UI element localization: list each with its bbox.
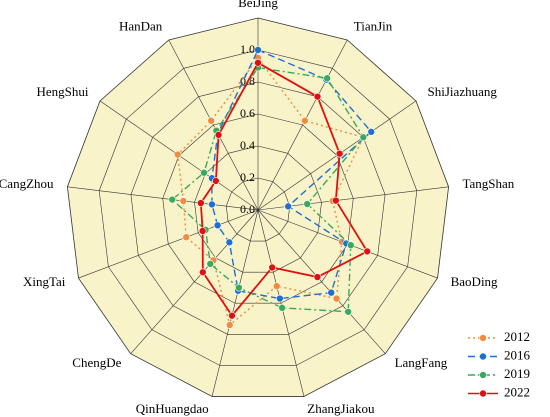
data-point	[173, 150, 182, 159]
grid-ring	[98, 49, 418, 366]
data-point	[303, 200, 312, 208]
category-label: HengShui	[36, 84, 88, 99]
data-point	[198, 227, 207, 235]
category-label: ChengDe	[72, 355, 121, 370]
data-point	[213, 221, 222, 230]
data-point	[206, 260, 215, 268]
legend-marker	[479, 352, 487, 361]
category-label: BaoDing	[451, 274, 498, 289]
legend-marker	[479, 371, 487, 379]
data-point	[367, 128, 376, 136]
data-point	[332, 294, 341, 303]
grid-ring	[130, 81, 386, 335]
spoke	[130, 209, 259, 354]
data-point	[344, 307, 352, 316]
data-point	[168, 195, 177, 204]
grid-ring	[225, 177, 291, 242]
data-point	[212, 177, 220, 185]
series-line	[176, 56, 365, 327]
legend-label: 2016	[504, 347, 531, 362]
r-tick-label: 1.0	[240, 42, 255, 56]
category-label: XingTai	[23, 274, 66, 289]
series-line	[199, 61, 369, 318]
data-point	[359, 133, 368, 142]
spoke	[257, 209, 305, 397]
category-label: TianJin	[354, 19, 393, 34]
spoke	[67, 186, 259, 211]
spoke	[257, 209, 386, 354]
r-tick-label: 0.0	[240, 202, 255, 216]
data-point	[208, 200, 216, 209]
category-label: ZhangJiakou	[307, 401, 375, 416]
data-point	[323, 74, 331, 83]
legend: 2012 2016 2019 2022	[468, 329, 531, 399]
data-point	[363, 247, 372, 256]
data-point	[179, 197, 188, 205]
data-point	[225, 238, 234, 247]
category-label: CangZhou	[0, 176, 54, 191]
spoke	[211, 209, 259, 397]
data-point	[199, 268, 207, 277]
data-point	[278, 304, 286, 312]
legend-marker	[479, 334, 487, 342]
category-label: ShiJiazhuang	[428, 84, 498, 99]
category-label: HanDan	[119, 19, 163, 34]
data-point	[254, 46, 262, 54]
category-label: TangShan	[462, 176, 514, 191]
legend-label: 2022	[504, 384, 530, 399]
data-point	[268, 263, 276, 272]
data-point	[182, 233, 190, 242]
category-label: BeiJing	[238, 0, 278, 10]
data-point	[225, 321, 234, 329]
grid-ring	[194, 145, 322, 273]
data-point	[235, 283, 243, 292]
legend-label: 2012	[504, 329, 530, 344]
data-point	[313, 92, 322, 101]
data-point	[254, 58, 262, 67]
r-tick-label: 0.2	[240, 170, 255, 184]
spoke	[78, 209, 259, 279]
data-point	[327, 288, 336, 297]
r-tick-label: 0.6	[240, 106, 255, 120]
data-point	[332, 196, 340, 205]
data-point	[276, 294, 284, 303]
data-point	[346, 241, 355, 249]
data-point	[301, 116, 309, 125]
spoke	[168, 39, 259, 211]
legend-marker	[479, 389, 487, 398]
data-point	[335, 149, 344, 158]
data-point	[207, 116, 215, 125]
data-point	[284, 202, 292, 211]
category-label: LangFang	[395, 355, 448, 370]
legend-label: 2019	[504, 366, 530, 381]
data-point	[214, 131, 223, 139]
series-line	[171, 66, 365, 313]
data-point	[200, 168, 208, 177]
data-point	[197, 199, 205, 207]
r-tick-label: 0.4	[240, 138, 255, 152]
data-point	[228, 311, 236, 320]
spoke	[257, 39, 348, 211]
data-point	[272, 282, 281, 290]
data-point	[313, 273, 322, 281]
category-label: QinHuangdao	[136, 401, 209, 416]
